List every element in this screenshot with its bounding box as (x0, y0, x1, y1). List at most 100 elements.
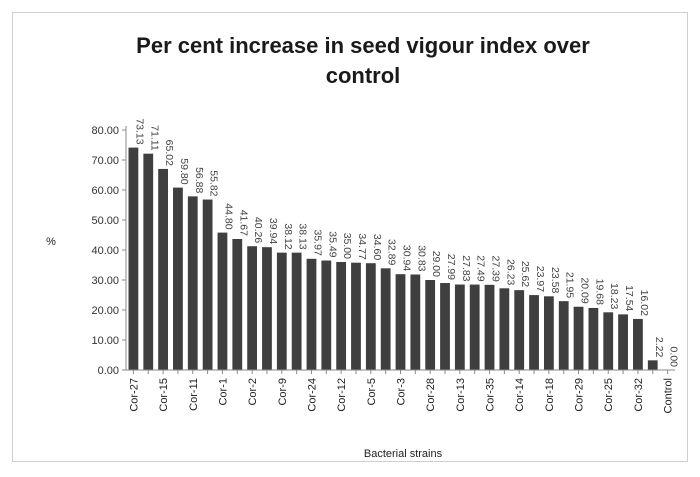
bars (128, 147, 658, 370)
data-label: 32.89 (386, 239, 398, 265)
y-tick-label: 70.00 (91, 155, 119, 167)
data-label: 2.22 (653, 337, 665, 358)
x-tick-label: Cor-25 (603, 378, 615, 412)
data-label: 35.97 (311, 230, 323, 256)
x-tick-label: Cor-13 (455, 378, 467, 412)
data-label: 18.23 (608, 283, 620, 309)
data-label: 30.94 (401, 245, 413, 271)
bar (603, 312, 614, 370)
data-label: 23.58 (549, 267, 561, 293)
y-tick-label: 20.00 (91, 305, 119, 317)
data-label: 44.80 (222, 203, 234, 229)
x-tick-label: Cor-29 (574, 378, 586, 412)
data-label: 26.23 (504, 259, 516, 285)
bar (558, 301, 569, 370)
bar-chart: Per cent increase in seed vigour index o… (46, 33, 679, 460)
bar (633, 318, 643, 370)
data-label: 19.68 (593, 279, 605, 305)
bar (425, 280, 436, 370)
bar (647, 360, 658, 370)
bar (380, 268, 391, 370)
data-label: 16.02 (638, 290, 650, 316)
bar (247, 246, 258, 370)
bar (291, 252, 302, 370)
x-tick-label: Cor-2 (247, 378, 259, 406)
x-tick-label: Cor-12 (336, 378, 348, 412)
data-label: 34.60 (371, 234, 383, 260)
bar (336, 262, 347, 370)
y-tick-label: 50.00 (91, 215, 119, 227)
data-label: 56.88 (193, 167, 205, 193)
bar (276, 252, 287, 370)
chart-frame: Per cent increase in seed vigour index o… (12, 12, 688, 462)
data-label: 27.83 (460, 255, 472, 281)
data-label: 55.82 (208, 170, 220, 196)
data-label: 27.39 (490, 256, 502, 282)
bar (306, 258, 317, 370)
y-tick-label: 30.00 (91, 275, 119, 287)
bar (618, 314, 628, 370)
x-tick-label: Control (663, 378, 675, 413)
data-label: 20.09 (579, 277, 591, 303)
y-tick-label: 60.00 (91, 185, 119, 197)
data-label: 27.49 (475, 255, 487, 281)
data-label: 40.26 (252, 217, 264, 243)
bar (202, 199, 213, 370)
bar (365, 263, 376, 370)
x-axis: Cor-27 Cor-15 Cor-11 Cor-1 Cor-2 Cor-9 Cor-24 C… (126, 369, 675, 413)
y-axis: 0.00 10.00 20.00 30.00 40.00 50.00 60.00 70.00 8… (91, 125, 127, 377)
data-label: 73.13 (133, 118, 145, 144)
data-label: 0.00 (668, 347, 680, 368)
bar (514, 290, 525, 370)
y-tick-label: 80.00 (91, 125, 119, 137)
bar (529, 295, 539, 370)
bar (128, 147, 139, 370)
data-label: 65.02 (163, 140, 175, 166)
bar (484, 284, 495, 370)
bar (321, 260, 332, 370)
x-tick-label: Cor-18 (544, 378, 556, 412)
bar (187, 196, 198, 370)
bar (158, 168, 168, 370)
bar (395, 274, 406, 370)
x-tick-label: Cor-3 (396, 378, 408, 406)
bar (454, 284, 465, 370)
data-label: 17.54 (623, 285, 635, 311)
data-label: 23.97 (534, 266, 546, 292)
data-label: 35.49 (326, 231, 338, 257)
data-label: 39.94 (267, 218, 279, 244)
bar (217, 232, 228, 370)
chart-title-line-2: control (326, 63, 401, 88)
bar (143, 153, 154, 370)
x-tick-label: Cor-11 (188, 378, 200, 411)
x-tick-label: Cor-15 (158, 378, 170, 412)
y-axis-title: % (46, 236, 56, 248)
x-tick-label: Cor-27 (128, 378, 140, 412)
data-label: 38.13 (297, 223, 309, 249)
bar (573, 306, 584, 370)
bar (232, 238, 243, 370)
x-tick-label: Cor-14 (514, 378, 526, 412)
y-tick-label: 0.00 (98, 365, 119, 377)
chart-title-line-1: Per cent increase in seed vigour index o… (136, 33, 590, 58)
data-label: 30.83 (415, 245, 427, 271)
x-tick-label: Cor-9 (277, 378, 289, 406)
x-axis-title: Bacterial strains (364, 448, 443, 460)
data-label: 35.00 (341, 233, 353, 259)
y-tick-label: 40.00 (91, 245, 119, 257)
data-label: 41.67 (237, 210, 249, 236)
data-label: 27.99 (445, 254, 457, 280)
bar (499, 288, 510, 370)
data-label: 38.12 (282, 223, 294, 249)
bar (543, 296, 554, 370)
bar (262, 247, 272, 370)
data-label: 59.80 (178, 158, 190, 184)
bar (410, 274, 421, 370)
data-label: 71.11 (148, 125, 160, 151)
data-label: 34.77 (356, 233, 368, 259)
x-tick-label: Cor-32 (633, 378, 645, 412)
x-tick-label: Cor-5 (366, 378, 378, 406)
bar (440, 283, 450, 370)
x-tick-label: Cor-1 (217, 378, 229, 406)
